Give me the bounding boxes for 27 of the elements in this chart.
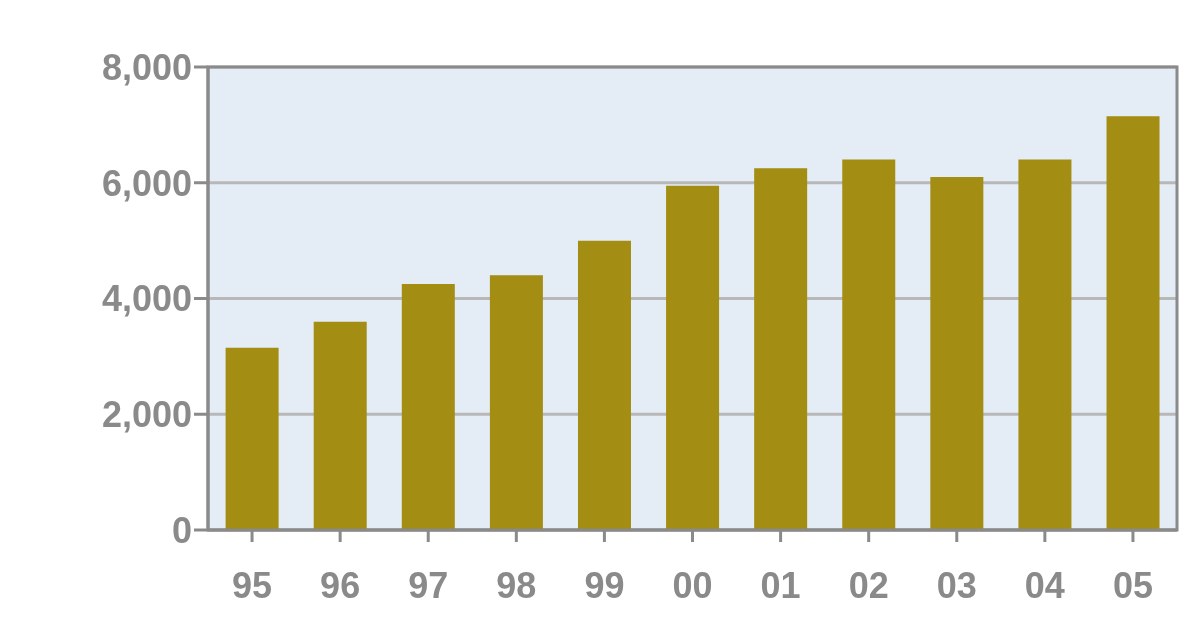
y-tick-label: 6,000 [101, 162, 192, 204]
x-tick-label: 02 [848, 564, 889, 606]
bar [666, 185, 720, 530]
bar [1106, 116, 1160, 530]
bar [930, 176, 984, 530]
bar [1018, 159, 1072, 530]
bar [577, 240, 631, 530]
x-tick-label: 04 [1024, 564, 1065, 606]
x-tick-label: 01 [760, 564, 801, 606]
x-tick-label: 96 [320, 564, 361, 606]
bar [225, 347, 279, 530]
bar [313, 321, 367, 530]
x-tick-label: 99 [584, 564, 625, 606]
bar [489, 275, 543, 530]
x-tick-label: 05 [1112, 564, 1153, 606]
y-tick-label: 0 [171, 509, 192, 551]
y-tick-label: 4,000 [101, 278, 192, 320]
y-tick-label: 2,000 [101, 394, 192, 436]
bar [401, 284, 455, 530]
y-tick-label: 8,000 [101, 46, 192, 88]
x-tick-label: 98 [496, 564, 537, 606]
bar [754, 168, 808, 530]
x-tick-label: 03 [936, 564, 977, 606]
bar [842, 159, 896, 530]
x-tick-label: 95 [232, 564, 273, 606]
x-tick-label: 97 [408, 564, 449, 606]
x-tick-label: 00 [672, 564, 713, 606]
